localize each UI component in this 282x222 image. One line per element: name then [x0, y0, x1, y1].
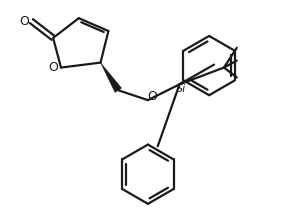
Text: O: O [147, 90, 157, 103]
Polygon shape [100, 63, 122, 92]
Text: O: O [19, 15, 29, 28]
Text: Si: Si [176, 84, 187, 94]
Text: O: O [48, 61, 58, 74]
